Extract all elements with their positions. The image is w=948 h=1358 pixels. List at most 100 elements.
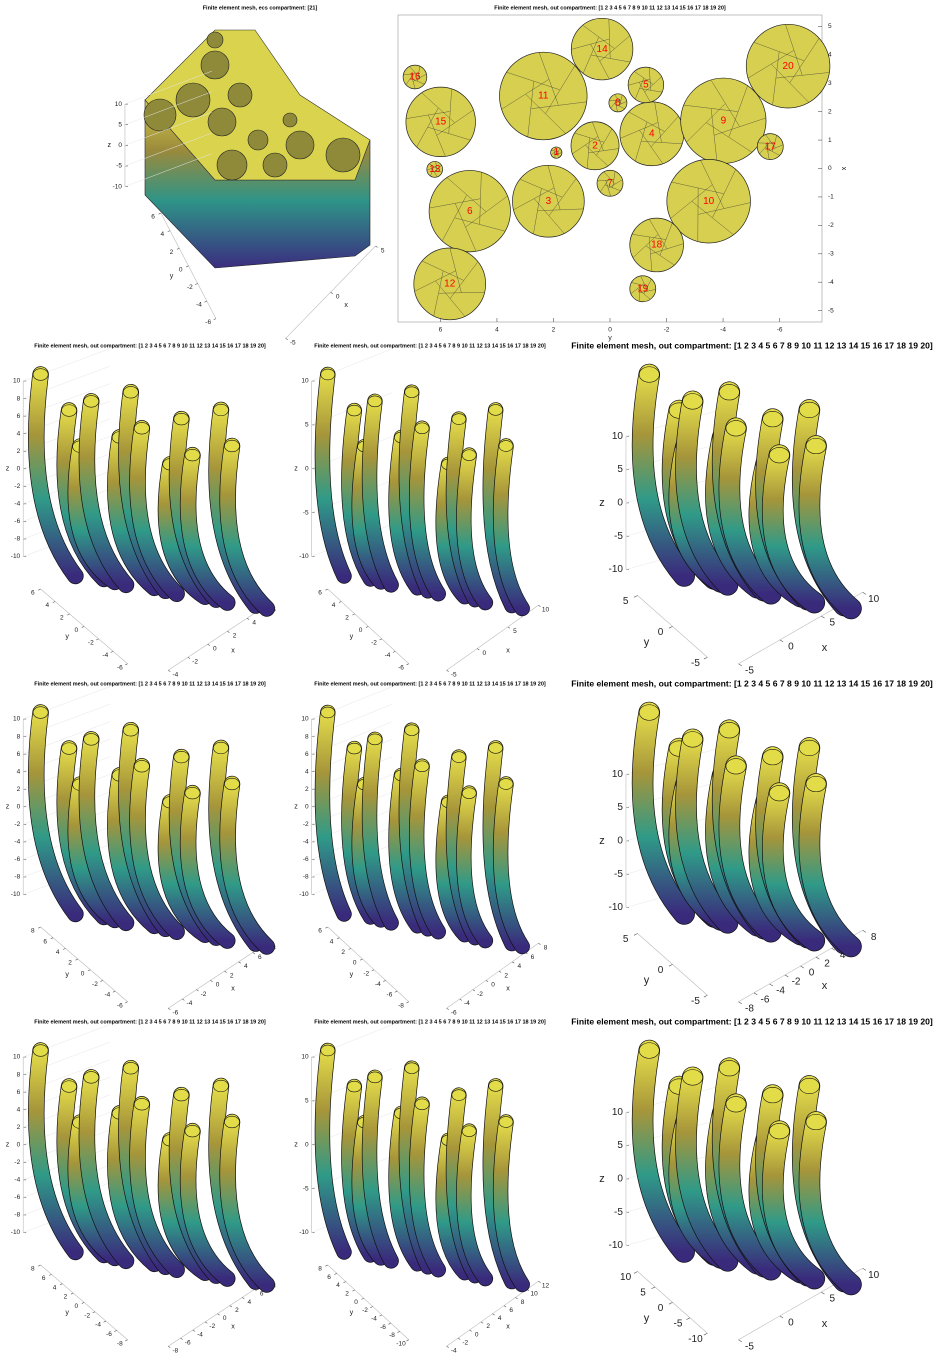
tube <box>632 1040 695 1263</box>
y-tick <box>49 1274 52 1276</box>
y-tick <box>338 601 342 603</box>
y-tick <box>158 212 162 215</box>
tube <box>180 785 235 949</box>
z-tick-label: -10 <box>299 553 309 560</box>
x-tick-label: 5 <box>829 618 835 629</box>
z-tick-label: 0 <box>617 1174 623 1185</box>
circle-label: 3 <box>546 196 552 207</box>
y-tick-label: 0 <box>353 960 357 967</box>
x-tick-label: 10 <box>868 594 880 605</box>
mesh-edge <box>571 38 610 50</box>
panel-title: Finite element mesh, out compartment: [1… <box>494 5 726 11</box>
y-tick <box>59 1283 63 1286</box>
mesh-edge <box>438 292 485 294</box>
y-tick-label: -10 <box>688 1334 703 1345</box>
mesh-edge <box>603 171 616 185</box>
tube-cap <box>718 722 740 739</box>
tube <box>180 447 235 611</box>
mesh-edge <box>612 171 616 188</box>
y-tick-label: 4 <box>336 1282 340 1289</box>
x-tick <box>446 1345 449 1348</box>
y-tick-label: -6 <box>117 1002 123 1009</box>
mesh-edge <box>753 42 804 61</box>
mesh-edge <box>428 115 446 157</box>
x-tick-label: -8 <box>172 1348 178 1355</box>
z-tick-label: 10 <box>13 1054 21 1061</box>
mesh-edge <box>605 180 611 197</box>
circle-label: 6 <box>467 206 473 217</box>
tube <box>28 1042 83 1260</box>
z-tick-label: -5 <box>614 869 623 880</box>
z-tick-label: -10 <box>299 1229 309 1236</box>
tube <box>68 439 123 590</box>
circle-label: 8 <box>615 97 621 108</box>
tube <box>158 794 213 943</box>
z-tick-label: 8 <box>17 733 21 740</box>
mesh-edge <box>537 208 584 211</box>
mesh-edge <box>706 122 753 153</box>
tube-cap <box>213 403 229 417</box>
z-tick-label: 0 <box>305 803 309 810</box>
fiber-circle <box>666 159 751 244</box>
y-tick-label: -4 <box>102 652 108 659</box>
mesh-edge <box>710 79 740 127</box>
mesh-panel: Finite element mesh, out compartment: [1… <box>6 343 276 678</box>
y-tick-label: -6 <box>106 1331 112 1338</box>
z-tick-label: -6 <box>303 856 309 863</box>
hole <box>143 98 177 132</box>
y-tick-label: 0 <box>359 627 363 634</box>
mesh-panel: Finite element mesh, out compartment: [1… <box>6 681 276 1016</box>
z-tick-label: 5 <box>617 802 623 813</box>
z-tick-label: 2 <box>17 448 21 455</box>
tube-cap <box>805 437 827 455</box>
y-tick <box>406 1339 409 1342</box>
tube <box>409 421 446 601</box>
block-holes <box>143 31 361 181</box>
tube-cap <box>367 1071 383 1084</box>
y-tick <box>668 626 673 629</box>
mesh-edge <box>686 103 726 143</box>
tube-cap <box>32 1044 49 1057</box>
tube-cap <box>769 1123 790 1140</box>
y-tick <box>325 926 328 929</box>
y-tick-label: 2 <box>828 108 832 115</box>
tube-cap <box>320 706 336 719</box>
tube-cap <box>461 1125 477 1137</box>
tube <box>632 364 695 587</box>
mesh-edge <box>409 66 420 78</box>
y-tick-label: 4 <box>45 602 49 609</box>
circle-label: 14 <box>597 44 609 55</box>
mesh-edge <box>501 79 549 110</box>
y-tick <box>96 638 99 641</box>
y-tick <box>379 1314 382 1317</box>
circle-label: 20 <box>783 61 795 72</box>
tube <box>493 776 530 954</box>
x-tick-label: 0 <box>223 1315 227 1322</box>
hole <box>282 112 298 128</box>
x-tick-label: 6 <box>260 1291 264 1298</box>
mesh-edge <box>435 161 438 172</box>
mesh-edge <box>556 148 561 155</box>
mesh-edge <box>639 88 663 93</box>
circle-label: 10 <box>703 196 715 207</box>
mesh-panel: Finite element mesh, out compartment: [1… <box>571 340 933 676</box>
z-tick-label: 5 <box>305 422 309 429</box>
circle-label: 19 <box>637 283 649 294</box>
fiber-circle <box>428 170 511 253</box>
z-axis-label: z <box>6 465 10 473</box>
y-tick-label: 0 <box>74 627 78 634</box>
tube <box>762 1121 825 1289</box>
x-tick <box>831 947 836 951</box>
x-tick-label: 0 <box>608 327 612 334</box>
mesh-edge <box>442 195 467 242</box>
y-tick-label: 1 <box>828 137 832 144</box>
tube-cap <box>805 1113 827 1131</box>
z-tick-label: 2 <box>17 1124 21 1131</box>
tube-cap <box>498 778 514 790</box>
panel-title: Finite element mesh, ecs compartment: [2… <box>203 5 318 11</box>
x-tick-label: 4 <box>840 950 846 961</box>
x-tick <box>800 965 805 969</box>
x-tick-label: -4 <box>720 327 726 334</box>
x-tick <box>238 961 241 964</box>
panel-title: Finite element mesh, out compartment: [1… <box>34 343 266 349</box>
